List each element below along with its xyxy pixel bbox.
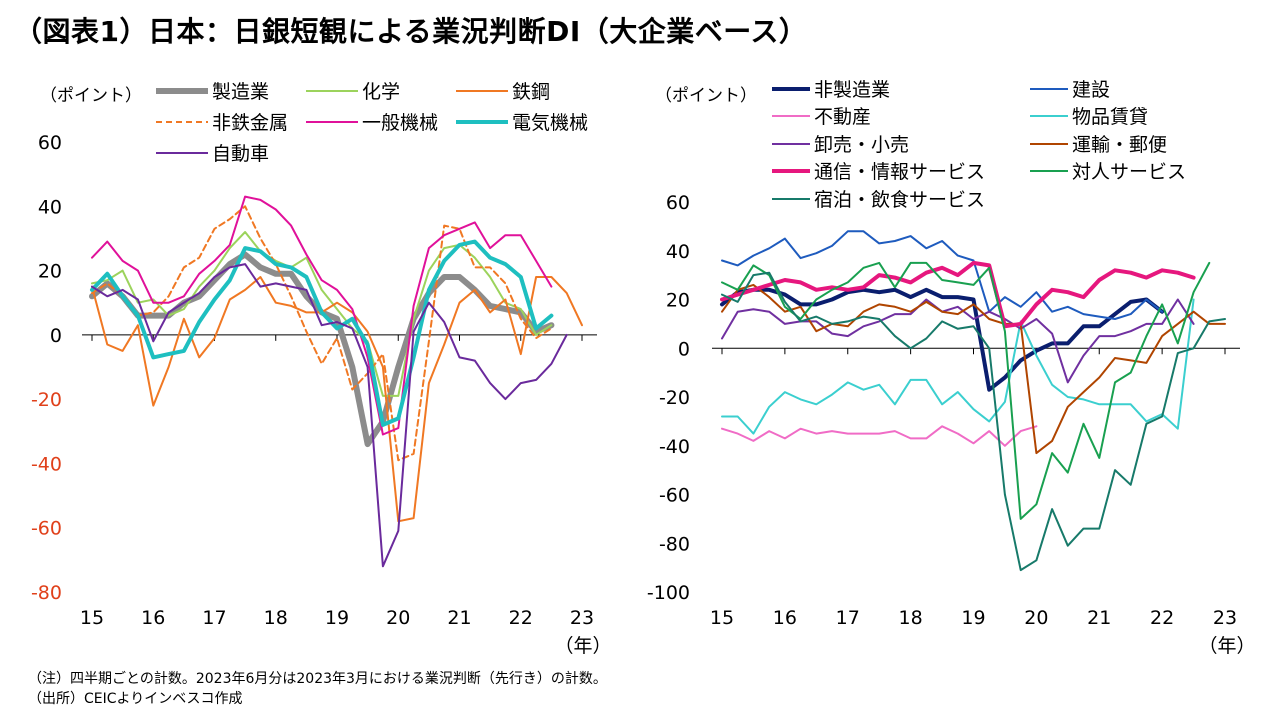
y-tick-label: -40 [659, 436, 690, 458]
y-tick-label: 40 [38, 196, 62, 218]
x-tick-label: 18 [264, 607, 288, 629]
x-tick-label: 21 [1087, 607, 1111, 629]
x-tick-label: 15 [80, 607, 104, 629]
x-tick-label: 17 [836, 607, 860, 629]
legend-label: 電気機械 [512, 112, 588, 134]
series-line-1-7 [91, 263, 568, 568]
legend-label: 通信・情報サービス [814, 161, 985, 183]
chart-non-manufacturing: （ポイント） 60 40 20 0 -20 -40 -60 -80 -100 15 16 17 18 19 2… [647, 79, 1256, 657]
legend-label: 製造業 [212, 81, 269, 103]
legend-label: 対人サービス [1072, 161, 1186, 183]
series-line-1-6 [90, 239, 554, 427]
y-tick-label: 40 [666, 241, 690, 263]
series-line-2-9 [721, 271, 1226, 572]
series-line-2-1 [720, 287, 1165, 392]
series-line-1-4 [91, 205, 553, 462]
y-tick-label: 0 [50, 325, 62, 347]
x-tick-label: 23 [1213, 607, 1237, 629]
legend-label: 非鉄金属 [212, 112, 288, 134]
x-tick-label: 15 [710, 607, 734, 629]
y-tick-label: 20 [38, 261, 62, 283]
legend-label: 不動産 [814, 106, 871, 128]
y-tick-label: -80 [659, 533, 690, 555]
x-tick-label: 17 [202, 607, 226, 629]
legend-label: 一般機械 [362, 112, 438, 134]
x-tick-label: 20 [386, 607, 410, 629]
legend-label: 非製造業 [814, 79, 890, 101]
legend-label: 宿泊・飲食サービス [814, 189, 985, 211]
y-axis-unit: （ポイント） [655, 86, 757, 106]
x-tick-label: 23 [570, 607, 594, 629]
footnote: （注）四半期ごとの計数。2023年6月分は2023年3月における業況判断（先行き… [28, 671, 607, 687]
series-line-2-2 [721, 230, 1164, 320]
x-tick-label: 20 [1024, 607, 1048, 629]
x-tick-label: 19 [961, 607, 985, 629]
page-title: （図表1）日本：日銀短観による業況判断DI（大企業ベース） [14, 15, 808, 48]
y-tick-label: 20 [666, 290, 690, 312]
y-tick-label: -60 [31, 518, 62, 540]
x-tick-label: 16 [773, 607, 797, 629]
y-tick-label: 0 [678, 338, 690, 360]
y-tick-label: 60 [38, 132, 62, 154]
x-tick-label: 21 [447, 607, 471, 629]
series-line-2-3 [721, 425, 1038, 447]
legend-label: 鉄鋼 [512, 81, 550, 103]
y-tick-label: -100 [647, 582, 690, 604]
y-tick-label: -80 [31, 582, 62, 604]
x-tick-label: 22 [509, 607, 533, 629]
series-line-2-8 [721, 261, 1211, 520]
x-tick-label: 16 [141, 607, 165, 629]
series-line-2-7 [720, 260, 1196, 329]
legend-label: 化学 [362, 81, 400, 103]
y-axis-unit: （ポイント） [40, 86, 142, 106]
x-axis-unit: （年） [554, 635, 611, 657]
x-tick-label: 22 [1150, 607, 1174, 629]
y-tick-label: -20 [659, 387, 690, 409]
legend-label: 物品賃貸 [1072, 106, 1148, 128]
series-line-2-4 [721, 298, 1195, 435]
legend-label: 運輸・郵便 [1072, 134, 1167, 156]
series-line-1-1 [89, 251, 555, 448]
series-line-1-2 [91, 231, 553, 397]
legend-label: 卸売・小売 [814, 134, 909, 156]
series-line-1-3 [91, 276, 583, 523]
source-note: （出所）CEICよりインベスコ作成 [28, 691, 243, 707]
x-tick-label: 19 [325, 607, 349, 629]
series-line-2-6 [721, 283, 1226, 455]
chart-manufacturing: （ポイント） 60 40 20 0 -20 -40 -60 -80 15 16 17 18 19 20 21 2… [31, 81, 612, 657]
x-tick-label: 18 [899, 607, 923, 629]
y-tick-label: 60 [666, 192, 690, 214]
y-tick-label: -40 [31, 453, 62, 475]
y-tick-label: -60 [659, 485, 690, 507]
legend-label: 建設 [1072, 79, 1110, 101]
x-axis-unit: （年） [1198, 635, 1255, 657]
y-tick-label: -20 [31, 389, 62, 411]
legend-label: 自動車 [212, 143, 269, 165]
series-line-1-5 [91, 195, 553, 436]
